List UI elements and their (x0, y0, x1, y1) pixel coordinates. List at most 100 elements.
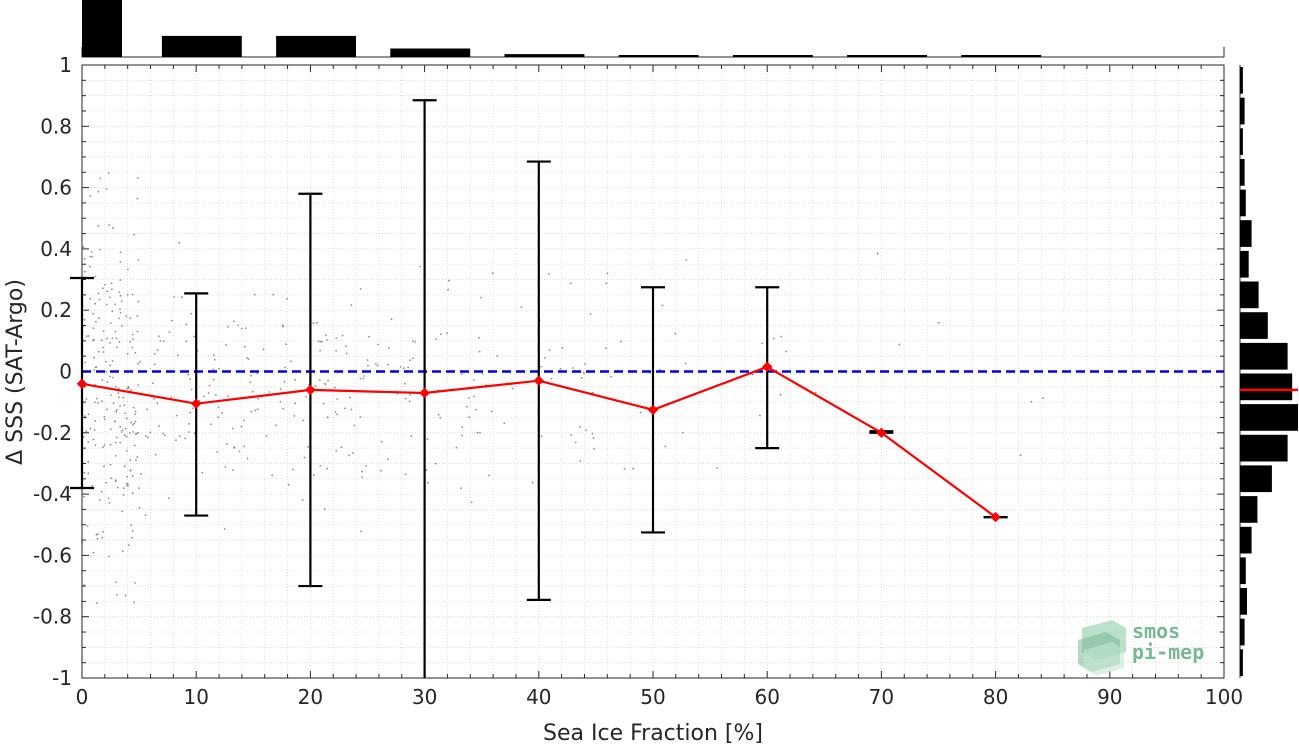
scatter-point (97, 190, 100, 193)
scatter-point (335, 449, 338, 452)
scatter-point (95, 320, 97, 323)
scatter-point (116, 594, 118, 596)
scatter-point (114, 386, 117, 388)
scatter-point (91, 484, 93, 487)
scatter-point (84, 270, 86, 273)
scatter-point (1042, 397, 1044, 400)
scatter-point (117, 392, 120, 394)
scatter-point (105, 188, 108, 190)
scatter-point (127, 268, 129, 271)
scatter-point (89, 297, 91, 300)
scatter-point (313, 474, 315, 477)
scatter-point (548, 349, 551, 352)
scatter-point (231, 469, 234, 471)
y-tick-label: 0.8 (40, 114, 72, 138)
scatter-point (340, 446, 343, 449)
scatter-point (156, 349, 159, 351)
scatter-point (380, 440, 383, 443)
scatter-point (334, 411, 337, 413)
scatter-point (139, 360, 141, 363)
right-histogram-bar (1240, 496, 1258, 523)
scatter-point (540, 435, 543, 438)
scatter-point (289, 360, 292, 363)
mean-marker (647, 404, 659, 416)
scatter-point (134, 351, 137, 354)
scatter-point (262, 348, 265, 351)
scatter-point (114, 455, 117, 457)
scatter-point (435, 338, 437, 340)
scatter-point (387, 458, 389, 461)
scatter-point (114, 479, 117, 482)
scatter-point (623, 467, 626, 470)
scatter-point (125, 435, 128, 438)
scatter-point (93, 369, 96, 371)
scatter-point (212, 368, 215, 371)
scatter-point (120, 431, 123, 433)
scatter-point (455, 446, 458, 449)
scatter-point (359, 416, 362, 418)
scatter-point (287, 483, 290, 486)
scatter-point (82, 584, 85, 586)
scatter-point (87, 413, 90, 416)
scatter-point (105, 370, 108, 373)
scatter-point (133, 422, 136, 425)
scatter-point (243, 419, 245, 422)
scatter-point (119, 441, 122, 444)
scatter-point (103, 415, 106, 418)
logo-icon (1078, 620, 1126, 676)
scatter-point (109, 322, 112, 324)
scatter-point (134, 410, 137, 413)
scatter-point (131, 333, 134, 336)
scatter-point (335, 350, 337, 352)
scatter-point (178, 241, 181, 244)
scatter-point (380, 469, 382, 472)
scatter-point (461, 426, 464, 429)
scatter-point (159, 340, 162, 342)
scatter-point (610, 375, 612, 378)
mean-marker (419, 387, 430, 399)
scatter-point (265, 434, 268, 437)
scatter-point (98, 317, 100, 320)
scatter-point (520, 306, 523, 308)
scatter-point (85, 398, 88, 400)
x-tick-label: 100 (1205, 685, 1243, 709)
scatter-point (94, 420, 96, 422)
right-histogram-bar (1240, 281, 1259, 309)
scatter-point (246, 357, 249, 359)
scatter-point (137, 384, 140, 386)
right-histogram-bar (1240, 220, 1252, 247)
scatter-point (531, 481, 534, 484)
scatter-point (119, 425, 122, 428)
top-histogram-bar (82, 0, 122, 57)
scatter-point (350, 408, 353, 411)
y-tick-label: 0 (59, 360, 72, 384)
scatter-point (107, 497, 110, 500)
scatter-point (376, 364, 379, 367)
scatter-point (411, 340, 414, 342)
scatter-point (116, 486, 119, 489)
scatter-point (751, 373, 754, 376)
scatter-point (106, 290, 108, 293)
scatter-point (345, 345, 347, 347)
scatter-point (240, 327, 243, 330)
scatter-point (133, 601, 136, 604)
scatter-point (94, 444, 97, 447)
scatter-point (937, 321, 940, 324)
scatter-point (134, 420, 137, 423)
scatter-point (119, 279, 122, 281)
scatter-point (503, 422, 506, 424)
scatter-point (139, 473, 142, 475)
scatter-point (253, 293, 256, 296)
scatter-point (132, 431, 135, 433)
scatter-point (110, 428, 112, 431)
scatter-point (363, 375, 365, 377)
scatter-point (131, 530, 134, 532)
scatter-point (126, 352, 129, 355)
scatter-point (1019, 454, 1022, 457)
scatter-point (410, 435, 413, 438)
scatter-point (559, 367, 562, 370)
scatter-point (593, 448, 595, 450)
scatter-point (144, 514, 147, 517)
scatter-point (325, 334, 327, 336)
scatter-point (674, 332, 677, 335)
